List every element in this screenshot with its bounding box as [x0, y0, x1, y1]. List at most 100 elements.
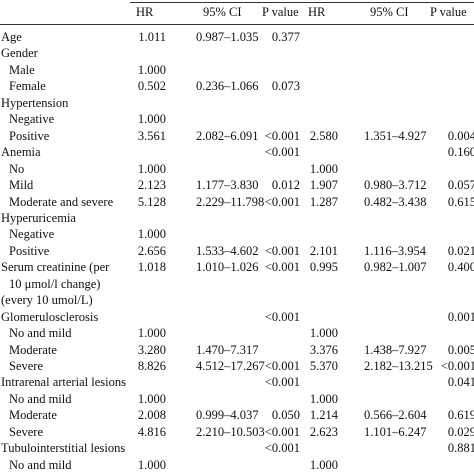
table-cell: 0.502 — [137, 79, 166, 94]
table-cell: <0.001 — [264, 194, 300, 209]
table-cell: 0.004 — [447, 128, 474, 143]
table-cell: 1.000 — [309, 326, 338, 341]
row-label: Hypertension — [1, 95, 69, 110]
row-label: Moderate — [9, 408, 57, 423]
row-label: No and mild — [9, 457, 72, 472]
table-cell: 2.656 — [137, 243, 166, 258]
table-cell: 3.376 — [309, 342, 338, 357]
table-cell: 2.082–6.091 — [196, 128, 259, 143]
table-cell: 1.101–6.247 — [364, 424, 427, 439]
table-cell: 0.012 — [271, 178, 300, 193]
top-rule — [130, 2, 474, 3]
table-cell: 0.400 — [447, 260, 474, 275]
table-cell: 1.116–3.954 — [364, 243, 427, 258]
row-label: Moderate — [9, 342, 57, 357]
column-header: 95% CI — [370, 5, 409, 19]
table-cell: 2.008 — [137, 408, 166, 423]
row-label: (every 10 umol/L) — [1, 293, 93, 308]
row-label: Glomerulosclerosis — [1, 309, 99, 324]
table-cell: 1.000 — [137, 227, 166, 242]
table-cell: 0.021 — [447, 243, 474, 258]
table-cell: 5.370 — [309, 359, 338, 373]
table-cell: 2.210–10.503 — [196, 424, 265, 439]
row-label: Negative — [9, 112, 55, 127]
table-cell: 2.580 — [309, 128, 338, 143]
table-cell: 0.073 — [271, 79, 300, 94]
table-cell: 0.029 — [447, 424, 474, 439]
row-label: Hyperuricemia — [1, 210, 76, 225]
table-cell: 1.011 — [138, 30, 166, 44]
table-cell: 1.000 — [137, 326, 166, 341]
table-cell: <0.001 — [264, 441, 300, 456]
table-cell: 3.561 — [137, 128, 166, 143]
header-rule — [0, 24, 474, 25]
table-cell: 1.000 — [137, 112, 166, 127]
table-cell: 0.619 — [447, 408, 474, 423]
table-cell: 1.287 — [309, 194, 338, 209]
row-label: Anemia — [1, 145, 41, 160]
table-cell: 0.050 — [271, 408, 300, 423]
row-label: Moderate and severe — [9, 194, 114, 209]
table-cell: 2.229–11.798 — [196, 194, 265, 209]
column-header: HR — [136, 5, 154, 19]
table-cell: 1.177–3.830 — [196, 178, 259, 193]
table-cell: 8.826 — [137, 359, 166, 373]
table-cell: 0.999–4.037 — [196, 408, 259, 423]
table-cell: 0.566–2.604 — [364, 408, 427, 423]
table-cell: 4.512–17.267 — [196, 359, 265, 373]
table-cell: 2.123 — [137, 178, 166, 193]
table-cell: <0.001 — [264, 359, 300, 373]
table-cell: 1.000 — [309, 457, 338, 472]
table-cell: 1.000 — [137, 457, 166, 472]
row-label: No and mild — [9, 326, 72, 341]
table-cell: <0.001 — [264, 375, 300, 390]
table-cell: 1.907 — [309, 178, 338, 193]
table-cell: 0.236–1.066 — [196, 79, 259, 94]
row-label: Positive — [9, 128, 50, 143]
column-header: P value — [262, 5, 299, 19]
table-cell: 1.470–7.317 — [196, 342, 259, 357]
table-cell: 0.995 — [309, 260, 338, 275]
row-label: Severe — [9, 424, 44, 439]
row-label: Severe — [9, 359, 44, 373]
table-cell: 3.280 — [137, 342, 166, 357]
table-cell: 1.351–4.927 — [364, 128, 427, 143]
table-cell: 2.623 — [309, 424, 338, 439]
table-cell: 0.377 — [271, 30, 300, 44]
row-label: No and mild — [9, 391, 72, 406]
table-cell: 0.160 — [447, 145, 474, 160]
table-cell: <0.001 — [264, 309, 300, 324]
row-label: Negative — [9, 227, 55, 242]
table-cell: <0.001 — [264, 145, 300, 160]
table-cell: <0.001 — [264, 424, 300, 439]
table-cell: 5.128 — [137, 194, 166, 209]
table-cell: 2.101 — [309, 243, 338, 258]
table-cell: 1.000 — [137, 62, 166, 77]
row-label: Intrarenal arterial lesions — [1, 375, 126, 390]
table-cell: 1.000 — [309, 391, 338, 406]
column-header: HR — [308, 5, 326, 19]
table-cell: 0.881 — [447, 441, 474, 456]
table-cell: 0.987–1.035 — [196, 30, 259, 44]
table-cell: 0.482–3.438 — [364, 194, 427, 209]
table-cell: <0.001 — [264, 243, 300, 258]
row-label: Male — [9, 62, 35, 77]
table-cell: 1.000 — [309, 161, 338, 176]
table-cell: 1.018 — [137, 260, 166, 275]
table-cell: 1.000 — [137, 391, 166, 406]
row-label: Gender — [1, 46, 38, 61]
table-cell: <0.001 — [264, 260, 300, 275]
column-header: 95% CI — [203, 5, 242, 19]
table-cell: <0.001 — [440, 359, 474, 373]
row-label: 10 μmol/l change) — [9, 276, 101, 291]
row-label: Mild — [9, 178, 34, 193]
table-cell: 0.980–3.712 — [364, 178, 427, 193]
table-cell: 0.041 — [447, 375, 474, 390]
table-cell: 1.438–7.927 — [364, 342, 427, 357]
table-cell: <0.001 — [264, 128, 300, 143]
row-label: Tubulointerstitial lesions — [1, 441, 126, 456]
row-label: Female — [9, 79, 46, 94]
table-cell: 0.057 — [447, 178, 474, 193]
row-label: Positive — [9, 243, 50, 258]
